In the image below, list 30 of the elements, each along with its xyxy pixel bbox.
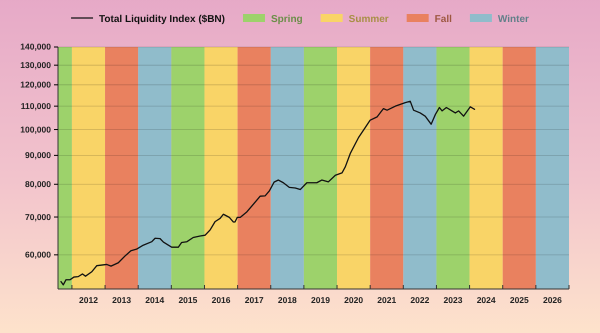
legend-label: Winter [498,14,530,25]
y-tick-label: 80,000 [25,178,52,189]
y-tick-label: 130,000 [20,60,52,70]
x-tick-label: 2018 [278,295,298,306]
y-tick-label: 120,000 [20,80,52,90]
legend-label: Fall [434,14,452,25]
y-tick-label: 60,000 [25,250,52,260]
x-tick-label: 2025 [510,295,530,306]
y-tick-label: 70,000 [25,212,52,222]
x-tick-label: 2019 [311,295,330,306]
x-tick-label: 2015 [178,295,198,306]
x-tick-label: 2017 [244,295,264,306]
x-tick-label: 2020 [344,295,364,306]
legend-label: Total Liquidity Index ($BN) [99,14,225,25]
x-tick-label: 2014 [145,295,164,306]
x-tick-label: 2021 [377,295,396,306]
y-tick-label: 100,000 [20,124,52,134]
y-tick-label: 140,000 [20,42,52,52]
x-tick-label: 2013 [112,295,132,306]
line-series [60,100,476,286]
x-tick-label: 2023 [444,295,463,306]
x-tick-label: 2022 [410,295,430,306]
x-tick-label: 2012 [79,295,98,306]
x-tick-label: 2016 [212,295,231,306]
legend-label: Spring [270,14,303,25]
x-tick-label: 2024 [476,295,496,306]
y-tick-label: 90,000 [25,150,52,160]
y-tick-label: 110,000 [20,100,52,111]
legend-label: Summer [348,14,389,25]
x-tick-label: 2026 [542,295,562,306]
